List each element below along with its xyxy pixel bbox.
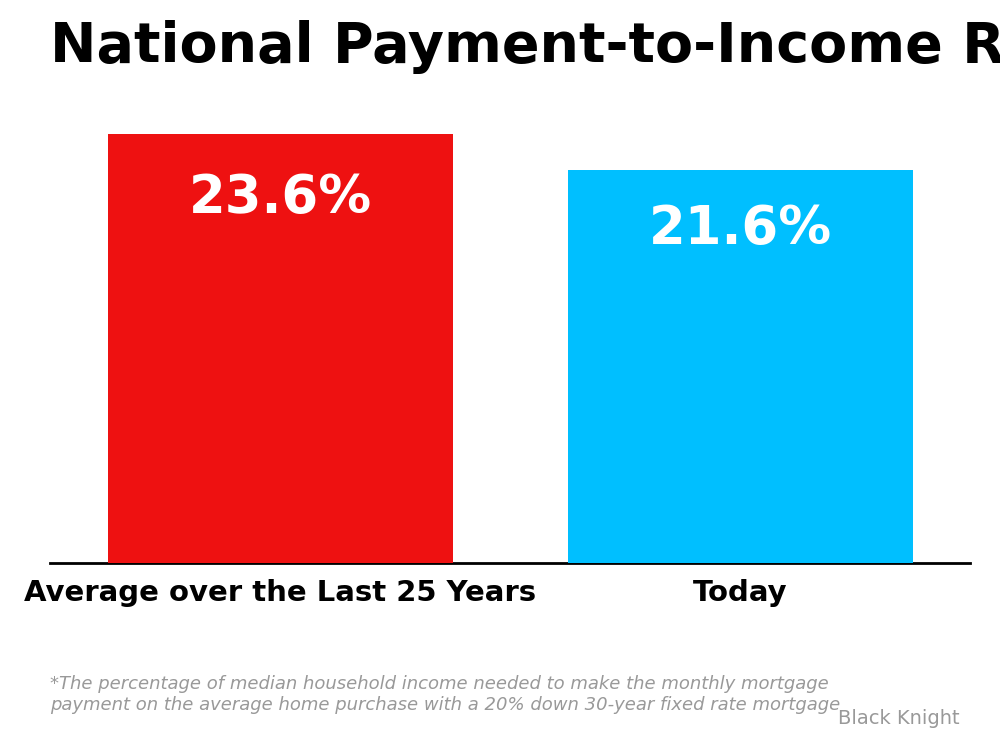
Text: 23.6%: 23.6% (188, 172, 372, 224)
Text: *The percentage of median household income needed to make the monthly mortgage
p: *The percentage of median household inco… (50, 675, 840, 714)
Text: 21.6%: 21.6% (648, 202, 832, 255)
Text: National Payment-to-Income Ratio*: National Payment-to-Income Ratio* (50, 20, 1000, 74)
Text: Black Knight: Black Knight (838, 709, 960, 728)
Bar (568, 170, 912, 562)
Bar (108, 134, 452, 562)
